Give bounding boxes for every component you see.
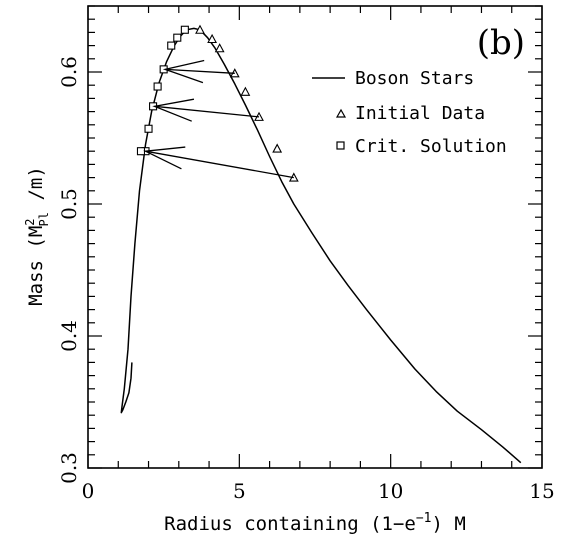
y-axis-title-superscript: 2: [23, 218, 37, 225]
x-tick-label: 5: [233, 479, 246, 503]
x-tick-label: 10: [378, 479, 403, 503]
transition-arrow: [152, 98, 260, 122]
transition-arrow: [162, 59, 235, 84]
initial-data-point: [207, 33, 218, 44]
x-axis-title-prefix: Radius containing (1−e: [164, 513, 416, 535]
y-tick-label: 0.3: [57, 452, 81, 484]
plot-frame: [87, 5, 543, 469]
legend: Boson Stars Initial Data Crit. Solution: [312, 68, 507, 157]
legend-square-swatch: [336, 141, 345, 150]
axis-ticks: [87, 5, 543, 469]
initial-data-point: [214, 43, 225, 53]
crit-solution-point: [173, 33, 182, 42]
y-axis-title-subscript: Pl: [37, 212, 51, 226]
legend-label-crit-solution: Crit. Solution: [355, 136, 507, 157]
x-axis-title-suffix: ) M: [432, 513, 466, 535]
series-line-boson-stars: [120, 27, 522, 464]
transition-arrow: [143, 146, 294, 179]
initial-data-point: [240, 86, 251, 96]
crit-solution-point: [167, 41, 176, 50]
y-tick-label: 0.6: [57, 56, 81, 88]
x-axis-title: Radius containing (1−e−1) M: [164, 511, 466, 535]
crit-solution-point: [136, 147, 146, 156]
y-axis-title: Mass (M2Pl /m): [23, 166, 51, 306]
arrow-layer: [143, 59, 294, 179]
legend-label-initial-data: Initial Data: [355, 103, 485, 124]
y-tick-label: 0.5: [57, 188, 81, 220]
crit-solution-point: [180, 25, 189, 34]
panel-label: (b): [477, 23, 525, 63]
legend-label-boson-stars: Boson Stars: [355, 68, 474, 89]
y-axis-title-prefix: Mass (M: [25, 226, 47, 306]
axis-tick-labels: 0 5 10 15 0.3 0.4 0.5 0.6: [57, 56, 555, 503]
crit-solution-point: [153, 82, 162, 91]
initial-data-point: [195, 24, 205, 34]
series-layer: [120, 24, 522, 464]
x-tick-label: 0: [82, 479, 95, 503]
initial-data-point: [272, 143, 283, 153]
x-axis-title-exponent: −1: [416, 511, 432, 526]
x-tick-label: 15: [529, 479, 554, 503]
legend-triangle-swatch: [335, 108, 347, 118]
y-tick-label: 0.4: [57, 320, 81, 352]
crit-solution-point: [144, 124, 153, 133]
y-axis-title-suffix: /m): [25, 166, 47, 212]
